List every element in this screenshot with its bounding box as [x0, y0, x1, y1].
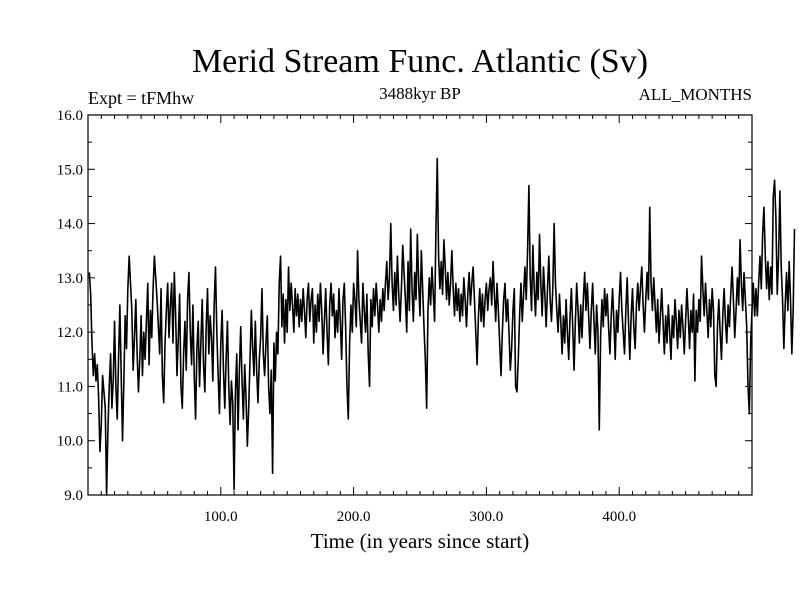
x-axis: 100.0 200.0 300.0 400.0 [100, 115, 740, 525]
y-tick-label: 13.0 [57, 271, 83, 287]
x-tick-label: 100.0 [204, 509, 238, 525]
plot-series [88, 157, 796, 496]
x-tick-label: 200.0 [337, 509, 371, 525]
x-axis-label: Time (in years since start) [311, 529, 530, 553]
subtitle-left: Expt = tFMhw [88, 88, 194, 108]
x-tick-label: 300.0 [470, 509, 504, 525]
y-axis: 9.0 10.0 11.0 12.0 13.0 14.0 15.0 16.0 [57, 108, 752, 504]
y-tick-label: 12.0 [57, 325, 83, 341]
y-tick-label: 11.0 [57, 379, 83, 395]
subtitle-right: ALL_MONTHS [639, 85, 752, 104]
x-tick-label: 400.0 [602, 509, 636, 525]
subtitle-center: 3488kyr BP [379, 84, 461, 103]
y-tick-label: 9.0 [64, 488, 83, 504]
series-line [88, 157, 796, 496]
plot-frame [87, 114, 753, 496]
y-tick-label: 16.0 [57, 108, 83, 124]
chart-title: Merid Stream Func. Atlantic (Sv) [192, 43, 648, 80]
y-tick-label: 10.0 [57, 434, 83, 450]
y-tick-label: 14.0 [57, 217, 83, 233]
y-tick-label: 15.0 [57, 162, 83, 178]
